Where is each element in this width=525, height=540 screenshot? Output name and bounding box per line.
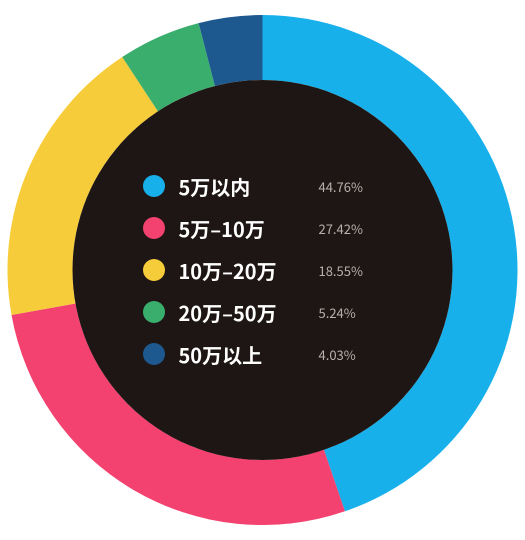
legend-pct: 18.55% bbox=[319, 261, 383, 280]
legend-dot-icon bbox=[143, 259, 165, 281]
legend-dot-icon bbox=[143, 175, 165, 197]
legend-row: 20万–50万5.24% bbox=[143, 291, 383, 333]
legend-label: 10万–20万 bbox=[179, 256, 319, 285]
donut-chart: 5万以内44.76%5万–10万27.42%10万–20万18.55%20万–5… bbox=[0, 0, 525, 540]
legend-label: 5万以内 bbox=[179, 172, 319, 201]
legend-label: 50万以上 bbox=[179, 340, 319, 369]
legend-row: 50万以上4.03% bbox=[143, 333, 383, 375]
legend-row: 5万–10万27.42% bbox=[143, 207, 383, 249]
legend-pct: 4.03% bbox=[319, 345, 383, 364]
legend-row: 5万以内44.76% bbox=[143, 165, 383, 207]
legend-dot-icon bbox=[143, 217, 165, 239]
legend-pct: 5.24% bbox=[319, 303, 383, 322]
legend-row: 10万–20万18.55% bbox=[143, 249, 383, 291]
legend-label: 5万–10万 bbox=[179, 214, 319, 243]
legend-dot-icon bbox=[143, 343, 165, 365]
legend-pct: 27.42% bbox=[319, 219, 383, 238]
legend-label: 20万–50万 bbox=[179, 298, 319, 327]
legend-pct: 44.76% bbox=[319, 177, 383, 196]
legend-dot-icon bbox=[143, 301, 165, 323]
legend: 5万以内44.76%5万–10万27.42%10万–20万18.55%20万–5… bbox=[143, 165, 383, 375]
